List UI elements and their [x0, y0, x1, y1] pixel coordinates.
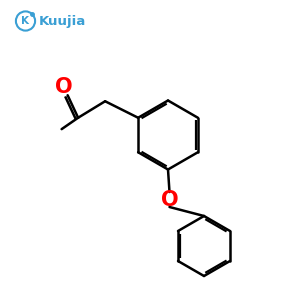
Text: O: O [55, 77, 73, 97]
Text: K: K [22, 16, 29, 26]
Text: O: O [161, 190, 178, 210]
Text: Kuujia: Kuujia [39, 14, 86, 28]
